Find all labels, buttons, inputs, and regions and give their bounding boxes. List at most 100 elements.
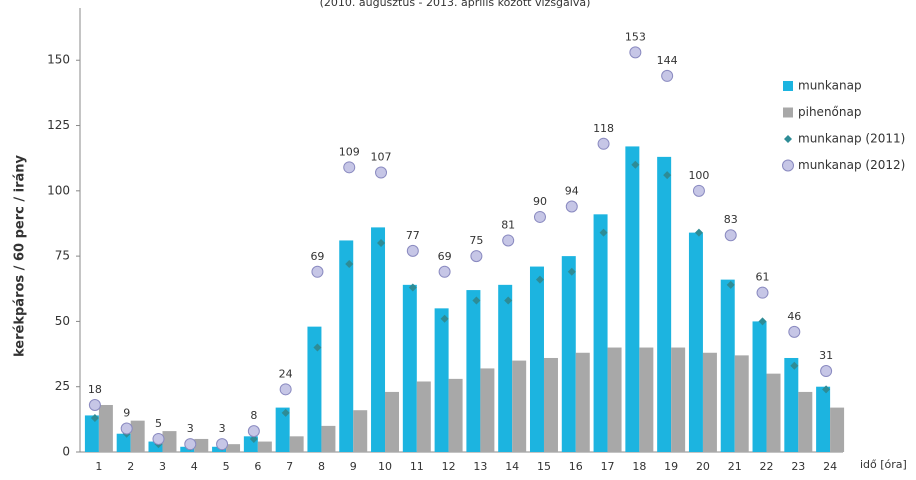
bar — [734, 355, 749, 452]
bar — [702, 352, 717, 452]
point — [152, 432, 165, 445]
bar — [257, 441, 272, 452]
bar — [321, 425, 336, 452]
x-tick-label: 2 — [127, 460, 134, 473]
data-label: 46 — [787, 310, 801, 323]
x-tick-label: 13 — [473, 460, 487, 473]
bar — [385, 391, 400, 452]
bar — [529, 266, 544, 452]
point — [565, 200, 578, 213]
point — [90, 414, 99, 423]
bar — [402, 284, 417, 452]
bar — [671, 347, 686, 452]
point — [502, 234, 515, 247]
point — [661, 69, 674, 82]
data-label: 31 — [819, 349, 833, 362]
point — [820, 365, 833, 378]
point — [788, 325, 801, 338]
x-tick-label: 18 — [632, 460, 646, 473]
data-label: 118 — [593, 122, 614, 135]
data-label: 81 — [501, 218, 515, 231]
point — [533, 210, 546, 223]
bar — [226, 444, 241, 452]
legend-label: munkanap (2012) — [798, 158, 905, 172]
x-tick-label: 7 — [286, 460, 293, 473]
point — [247, 425, 260, 438]
x-tick-label: 22 — [760, 460, 774, 473]
legend-label: munkanap (2011) — [798, 132, 905, 146]
point — [440, 314, 449, 323]
point — [406, 244, 419, 257]
bar — [688, 232, 703, 452]
bar — [353, 410, 368, 452]
point — [724, 229, 737, 242]
x-tick-label: 10 — [378, 460, 392, 473]
bar — [466, 290, 481, 452]
data-label: 100 — [688, 169, 709, 182]
bar — [148, 441, 163, 452]
y-tick-label: 125 — [47, 118, 70, 132]
legend-swatch — [784, 135, 792, 143]
point — [597, 137, 610, 150]
bar — [543, 357, 558, 452]
bar — [607, 347, 622, 452]
bar — [307, 326, 322, 452]
x-tick-label: 15 — [537, 460, 551, 473]
point — [535, 275, 544, 284]
point — [313, 343, 322, 352]
x-tick-label: 23 — [791, 460, 805, 473]
bar — [657, 156, 672, 452]
data-label: 94 — [565, 184, 579, 197]
bar — [371, 227, 386, 452]
bar — [561, 256, 576, 452]
point — [692, 184, 705, 197]
point — [470, 250, 483, 263]
legend-swatch — [783, 107, 793, 118]
x-tick-label: 11 — [410, 460, 424, 473]
x-tick-label: 19 — [664, 460, 678, 473]
x-tick-label: 3 — [159, 460, 166, 473]
y-tick-label: 150 — [47, 53, 70, 67]
x-tick-label: 6 — [254, 460, 261, 473]
point — [216, 438, 229, 451]
x-tick-label: 1 — [95, 460, 102, 473]
point — [184, 438, 197, 451]
bar — [720, 279, 735, 452]
bar — [512, 360, 527, 452]
data-label: 61 — [756, 271, 770, 284]
point — [663, 171, 672, 180]
data-label: 9 — [123, 406, 130, 419]
x-axis-label: idő [óra] — [860, 458, 907, 471]
x-tick-label: 20 — [696, 460, 710, 473]
point — [311, 265, 324, 278]
data-label: 8 — [250, 409, 257, 422]
bar — [162, 431, 177, 452]
point — [438, 265, 451, 278]
data-label: 3 — [187, 422, 194, 435]
point — [408, 283, 417, 292]
bar — [830, 407, 845, 452]
bar — [289, 436, 304, 452]
x-tick-label: 9 — [350, 460, 357, 473]
point — [472, 296, 481, 305]
point — [279, 383, 292, 396]
bar — [798, 391, 813, 452]
point — [377, 239, 386, 248]
point — [567, 267, 576, 276]
point — [822, 385, 831, 394]
point — [504, 296, 513, 305]
y-tick-label: 100 — [47, 183, 70, 197]
bar — [416, 381, 431, 452]
data-label: 75 — [469, 234, 483, 247]
bar — [766, 373, 781, 452]
bar — [212, 446, 227, 452]
data-label: 24 — [279, 367, 293, 380]
point — [88, 398, 101, 411]
y-axis-label: kerékpáros / 60 perc / irány — [13, 154, 28, 356]
bar — [575, 352, 590, 452]
data-label: 18 — [88, 383, 102, 396]
x-tick-label: 4 — [191, 460, 198, 473]
x-tick-label: 24 — [823, 460, 837, 473]
bar — [275, 407, 290, 452]
